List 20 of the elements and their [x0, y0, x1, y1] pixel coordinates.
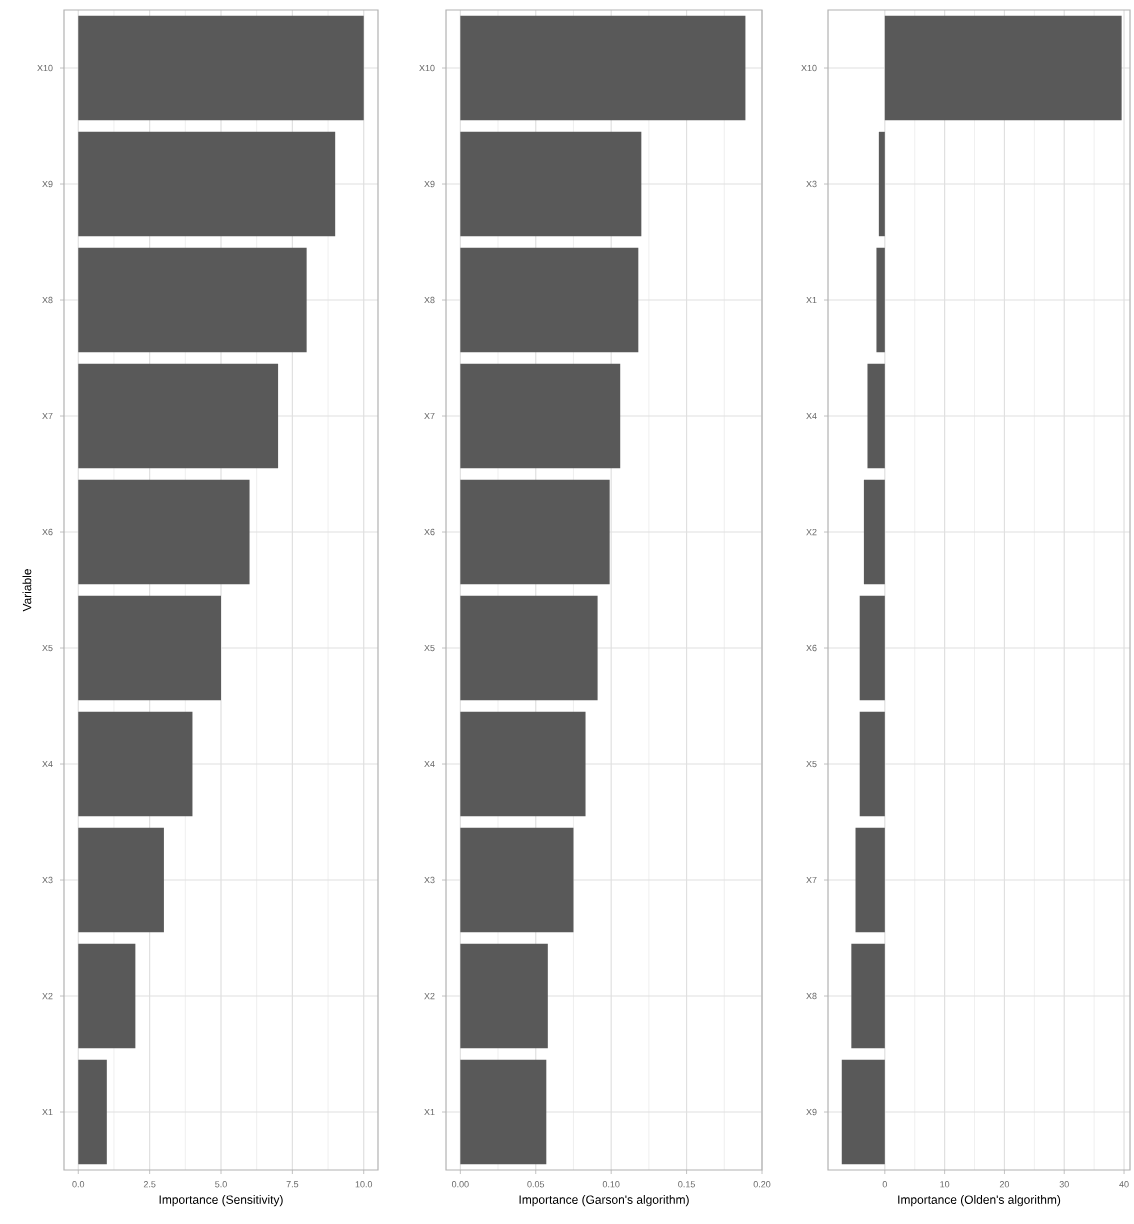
- bar: [460, 131, 642, 237]
- bar: [78, 595, 221, 701]
- bar: [460, 943, 548, 1049]
- bar: [460, 15, 746, 121]
- bar: [460, 479, 610, 585]
- bar: [78, 479, 250, 585]
- bar: [78, 1059, 107, 1165]
- bar: [460, 827, 574, 933]
- bar: [78, 15, 364, 121]
- bar: [460, 363, 621, 469]
- bar: [78, 363, 279, 469]
- bar: [460, 247, 639, 353]
- bar: [78, 943, 136, 1049]
- bar: [78, 131, 336, 237]
- bar: [78, 827, 164, 933]
- bar: [460, 1059, 547, 1165]
- bar: [460, 711, 586, 817]
- bar: [460, 595, 598, 701]
- bar: [78, 247, 307, 353]
- bar: [78, 711, 193, 817]
